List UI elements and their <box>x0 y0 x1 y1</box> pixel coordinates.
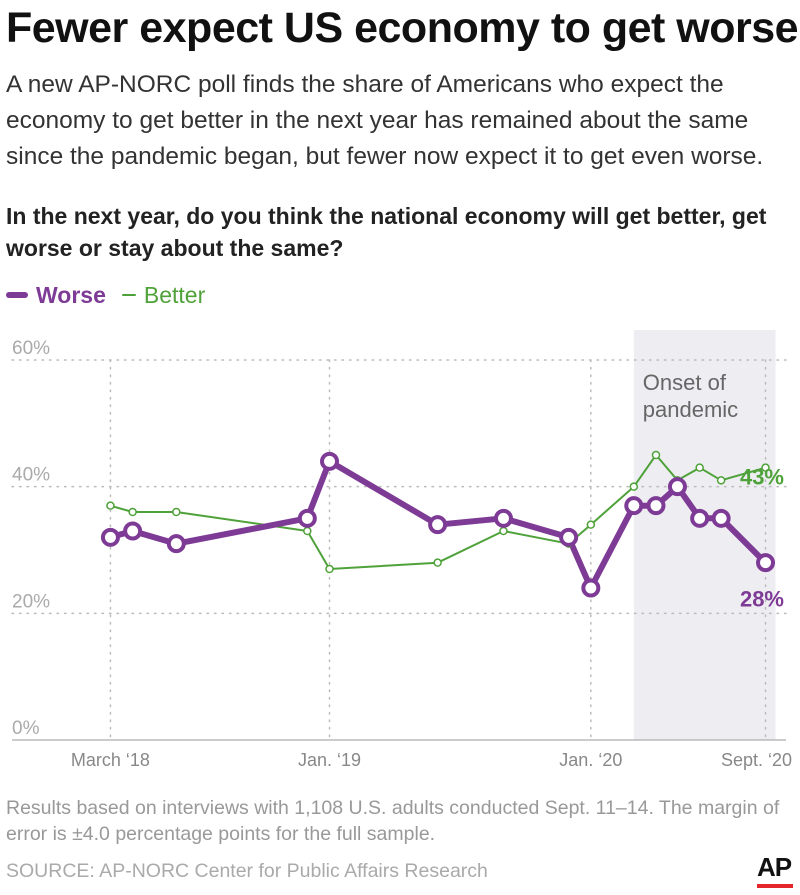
x-tick-label: March ‘18 <box>71 750 150 770</box>
x-tick-label: Sept. ‘20 <box>721 750 792 770</box>
data-point-worse <box>581 578 601 598</box>
ap-logo: AP <box>757 852 797 892</box>
data-point-worse <box>756 553 776 573</box>
data-point-better <box>325 564 334 574</box>
data-point-better <box>303 526 312 536</box>
data-point-worse <box>624 496 644 516</box>
legend-item-worse: Worse <box>6 282 106 309</box>
methodology-note: Results based on interviews with 1,108 U… <box>6 797 780 845</box>
source-credit: SOURCE: AP-NORC Center for Public Affair… <box>6 860 488 882</box>
y-tick-label: 0% <box>12 718 40 739</box>
data-point-worse <box>711 508 731 528</box>
data-point-worse <box>428 515 448 535</box>
data-point-worse <box>297 508 317 528</box>
data-point-worse <box>493 508 513 528</box>
chart-subtitle: A new AP-NORC poll finds the share of Am… <box>6 71 764 170</box>
pandemic-region-label-line: pandemic <box>643 397 738 422</box>
legend-label-better: Better <box>143 281 206 308</box>
legend-swatch-worse <box>6 292 28 298</box>
data-point-worse <box>690 508 710 528</box>
legend-label-worse: Worse <box>36 281 106 308</box>
legend-item-better: Better <box>121 281 206 309</box>
survey-question: In the next year, do you think the natio… <box>6 203 767 261</box>
data-point-worse <box>166 534 186 554</box>
y-tick-label: 60% <box>12 338 50 359</box>
data-point-better <box>433 558 442 567</box>
pandemic-region-label: Onset of pandemic <box>643 370 738 422</box>
y-tick-label: 20% <box>12 591 50 612</box>
data-point-worse <box>559 527 579 547</box>
data-point-worse <box>320 451 340 471</box>
data-point-better <box>586 520 596 529</box>
legend-swatch-better <box>121 294 136 296</box>
x-tick-label: Jan. ‘19 <box>298 750 361 770</box>
y-tick-label: 40% <box>12 465 50 486</box>
chart-title: Fewer expect US economy to get worse <box>6 4 799 52</box>
pandemic-region-label-line: Onset of <box>643 370 727 395</box>
x-tick-label: Jan. ‘20 <box>559 750 622 770</box>
data-point-better <box>629 482 639 491</box>
ap-logo-bar <box>757 884 793 888</box>
legend: Worse Better <box>6 280 221 310</box>
data-point-better <box>128 507 137 517</box>
data-point-worse <box>123 521 143 541</box>
end-label-worse: 28% <box>740 587 784 612</box>
data-point-better <box>695 463 704 472</box>
end-label-better: 43% <box>740 465 784 490</box>
data-point-worse <box>100 527 120 547</box>
data-point-better <box>651 450 661 460</box>
data-point-better <box>761 463 770 472</box>
data-point-worse <box>646 496 666 516</box>
pandemic-shaded-region <box>633 330 776 740</box>
data-point-better <box>106 501 115 510</box>
line-chart: Onset of pandemic 0% 20% 40% 60% March ‘18 Ja… <box>11 330 792 770</box>
data-point-worse <box>667 477 687 497</box>
data-point-better <box>499 526 508 536</box>
data-point-better <box>716 476 726 485</box>
data-point-better <box>172 507 181 517</box>
ap-logo-text: AP <box>757 852 792 882</box>
